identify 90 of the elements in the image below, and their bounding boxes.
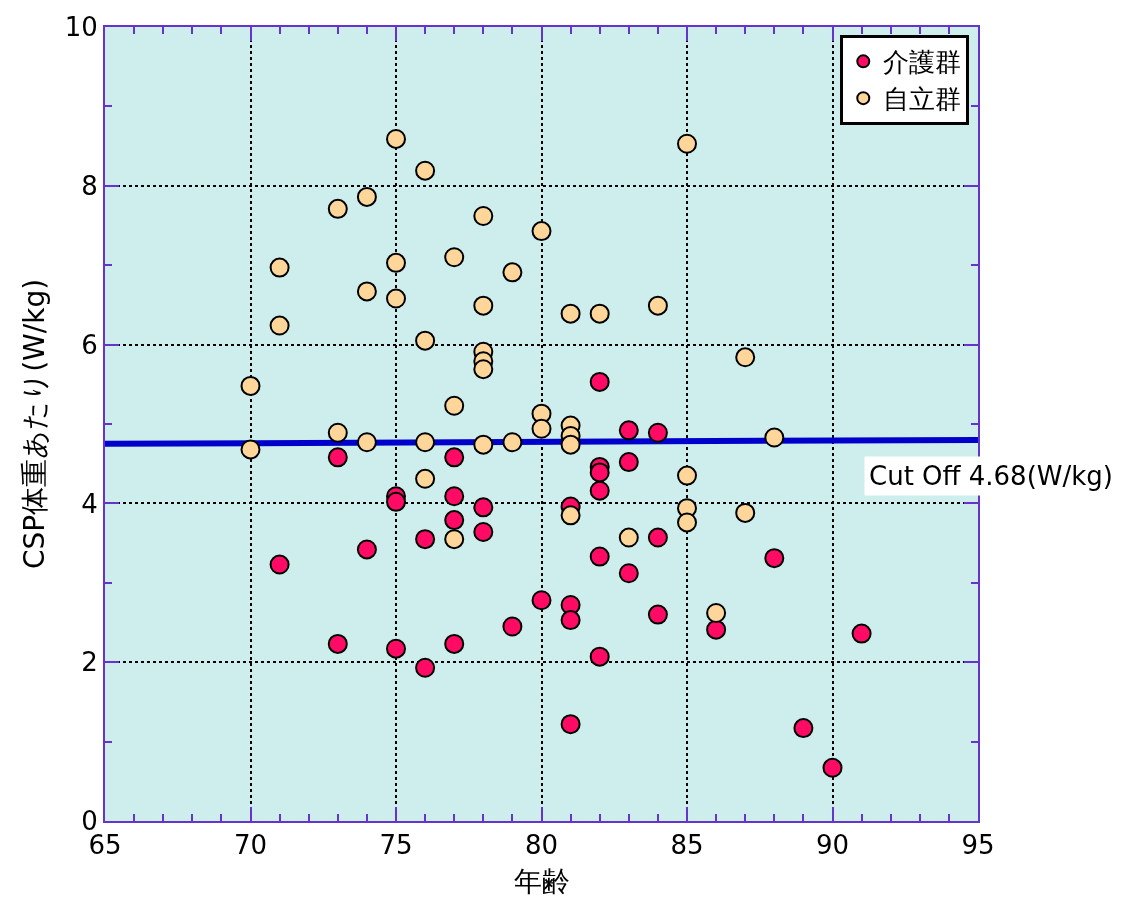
- point: [851, 623, 872, 644]
- point: [327, 447, 348, 468]
- point: [415, 160, 436, 181]
- point: [618, 527, 639, 548]
- point: [240, 439, 261, 460]
- annotation: Cut Off 4.68(W/kg): [869, 461, 1113, 491]
- point: [444, 447, 465, 468]
- point: [589, 546, 610, 567]
- y-tick-label: 8: [81, 170, 98, 201]
- point: [589, 462, 610, 483]
- point: [415, 529, 436, 550]
- point: [706, 619, 727, 640]
- point: [764, 548, 785, 569]
- point: [444, 510, 465, 531]
- point: [502, 432, 523, 453]
- point: [473, 497, 494, 518]
- point: [444, 633, 465, 654]
- point: [560, 610, 581, 631]
- point: [618, 452, 639, 473]
- point: [473, 359, 494, 380]
- point: [473, 205, 494, 226]
- point: [327, 633, 348, 654]
- point: [502, 262, 523, 283]
- point: [647, 604, 668, 625]
- point: [415, 432, 436, 453]
- point: [560, 505, 581, 526]
- y-axis-title: CSP体重あたり(W/kg): [17, 278, 51, 570]
- point: [677, 512, 697, 533]
- point: [589, 303, 610, 324]
- point: [822, 757, 843, 778]
- x-tick-label: 70: [233, 830, 268, 861]
- point: [386, 638, 406, 659]
- point: [269, 315, 290, 336]
- point: [240, 375, 261, 396]
- x-tick-label: 80: [524, 830, 559, 861]
- point: [356, 281, 377, 302]
- point: [415, 657, 436, 678]
- point: [415, 468, 436, 489]
- y-tick-label: 2: [81, 647, 98, 678]
- x-tick-label: 90: [815, 830, 850, 861]
- point: [793, 718, 814, 739]
- y-tick-label: 6: [81, 329, 98, 360]
- point: [560, 303, 581, 324]
- point: [444, 486, 465, 507]
- point: [269, 554, 290, 575]
- point: [735, 502, 756, 523]
- point: [473, 295, 494, 316]
- point: [531, 418, 552, 439]
- point: [473, 521, 494, 542]
- point: [706, 602, 727, 623]
- point: [560, 714, 581, 735]
- point: [502, 616, 523, 637]
- point: [735, 347, 756, 368]
- point: [444, 395, 465, 416]
- point: [531, 590, 552, 611]
- point: [327, 198, 348, 219]
- x-tick-label: 85: [670, 830, 704, 861]
- point: [618, 420, 639, 441]
- point: [677, 133, 697, 154]
- x-tick-label: 95: [961, 830, 995, 861]
- point: [444, 247, 465, 268]
- point: [386, 128, 406, 149]
- point: [444, 529, 465, 550]
- legend-label: 介護群: [883, 47, 962, 78]
- point: [356, 539, 377, 560]
- point: [473, 434, 494, 455]
- point: [677, 465, 697, 486]
- legend-label: 自立群: [883, 84, 962, 115]
- point: [386, 252, 406, 273]
- point: [647, 422, 668, 443]
- point: [764, 427, 785, 448]
- point: [269, 257, 290, 278]
- point: [327, 422, 348, 443]
- y-tick-label: 10: [64, 12, 98, 43]
- point: [589, 371, 610, 392]
- point: [531, 221, 552, 242]
- point: [618, 563, 639, 584]
- point: [560, 434, 581, 455]
- point: [356, 432, 377, 453]
- point: [589, 480, 610, 501]
- y-tick-label: 4: [81, 488, 98, 519]
- point: [356, 186, 377, 207]
- point: [386, 288, 406, 309]
- point: [386, 491, 406, 512]
- x-tick-label: 75: [379, 830, 413, 861]
- point: [647, 295, 668, 316]
- point: [415, 330, 436, 351]
- point: [647, 527, 668, 548]
- x-axis-title: 年齢: [513, 864, 570, 898]
- point: [589, 646, 610, 667]
